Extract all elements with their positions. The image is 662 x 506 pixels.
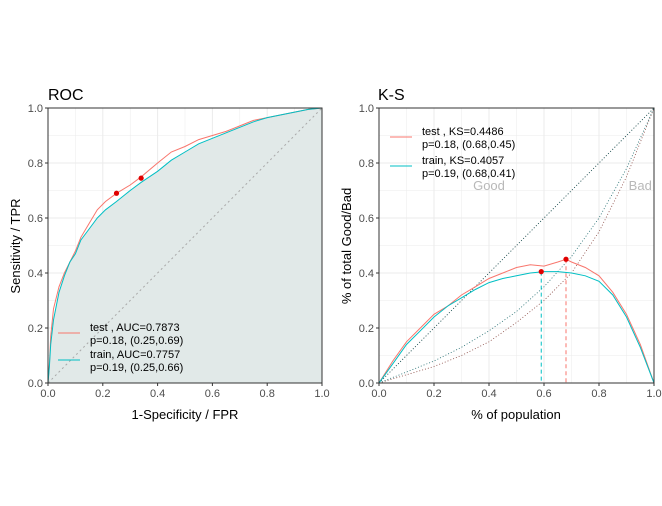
roc-legend: test , AUC=0.7873 p=0.18, (0.25,0.69) tr… bbox=[58, 322, 183, 374]
ks-legend-train-line2: p=0.19, (0.68,0.41) bbox=[422, 168, 515, 180]
ks-x-tick-label: 0.8 bbox=[591, 388, 606, 400]
roc-legend-test-line1: test , AUC=0.7873 bbox=[90, 322, 180, 334]
roc-cutoff-point-test bbox=[113, 190, 120, 196]
ks-title: K-S bbox=[378, 87, 405, 104]
roc-x-axis-label: 1-Specificity / FPR bbox=[132, 407, 239, 422]
ks-point-test bbox=[563, 256, 569, 262]
roc-line-test bbox=[47, 107, 323, 384]
roc-title: ROC bbox=[48, 87, 84, 104]
roc-cutoff-point-train bbox=[138, 175, 144, 181]
roc-line-train bbox=[47, 107, 323, 384]
ks-x-tick-label: 0.2 bbox=[426, 388, 441, 400]
ks-y-tick-label: 0.2 bbox=[359, 323, 374, 335]
roc-x-tick-label: 0.4 bbox=[150, 388, 165, 400]
roc-panel-border bbox=[47, 107, 323, 384]
ks-panel-border bbox=[378, 107, 655, 384]
roc-x-tick-label: 1.0 bbox=[314, 388, 329, 400]
roc-legend-train-line2: p=0.19, (0.25,0.66) bbox=[90, 362, 183, 374]
ks-legend-train-line1: train, KS=0.4057 bbox=[422, 155, 504, 167]
ks-annotation-good: Good bbox=[473, 178, 505, 193]
ks-x-ticks: 0.0 0.2 0.4 0.6 0.8 1.0 bbox=[371, 383, 662, 400]
roc-x-tick-label: 0.8 bbox=[260, 388, 275, 400]
roc-chart: ROC 0.0 0.2 0.4 0.6 0.8 1.0 0.0 0.2 0.4 0.6 0.8 1.… bbox=[8, 87, 330, 422]
ks-y-tick-label: 0.6 bbox=[359, 213, 374, 225]
roc-y-axis-label: Sensitivity / TPR bbox=[8, 198, 23, 293]
ks-x-tick-label: 0.6 bbox=[536, 388, 551, 400]
roc-x-tick-label: 0.6 bbox=[205, 388, 220, 400]
roc-x-tick-label: 0.0 bbox=[40, 388, 55, 400]
roc-y-tick-label: 0.4 bbox=[28, 268, 43, 280]
ks-x-tick-label: 0.4 bbox=[481, 388, 496, 400]
ks-legend-test-line2: p=0.18, (0.68,0.45) bbox=[422, 139, 515, 151]
roc-y-tick-label: 1.0 bbox=[28, 103, 43, 115]
ks-chart: K-S 0.0 0.2 0.4 0.6 0.8 1.0 0.0 0.2 0.4 0.6 0.8 1.… bbox=[339, 87, 662, 422]
ks-marks bbox=[378, 107, 655, 384]
ks-line-train bbox=[378, 271, 655, 384]
ks-y-axis-label: % of total Good/Bad bbox=[339, 188, 354, 304]
roc-x-ticks: 0.0 0.2 0.4 0.6 0.8 1.0 bbox=[40, 383, 330, 400]
roc-y-tick-label: 0.6 bbox=[28, 213, 43, 225]
roc-legend-test-line2: p=0.18, (0.25,0.69) bbox=[90, 335, 183, 347]
roc-y-ticks: 0.0 0.2 0.4 0.6 0.8 1.0 bbox=[28, 103, 48, 390]
ks-line-test bbox=[378, 258, 655, 384]
ks-point-train bbox=[538, 269, 544, 275]
roc-legend-train-line1: train, AUC=0.7757 bbox=[90, 349, 180, 361]
ks-y-tick-label: 0.4 bbox=[359, 268, 374, 280]
roc-marks bbox=[47, 107, 323, 384]
ks-y-tick-label: 0.0 bbox=[359, 378, 374, 390]
ks-y-tick-label: 0.8 bbox=[359, 158, 374, 170]
ks-y-ticks: 0.0 0.2 0.4 0.6 0.8 1.0 bbox=[359, 103, 379, 390]
roc-y-tick-label: 0.0 bbox=[28, 378, 43, 390]
ks-cum-good-train bbox=[378, 107, 655, 384]
ks-x-tick-label: 0.0 bbox=[371, 388, 386, 400]
ks-x-axis-label: % of population bbox=[471, 407, 561, 422]
ks-legend-test-line1: test , KS=0.4486 bbox=[422, 126, 504, 138]
ks-legend: test , KS=0.4486 p=0.18, (0.68,0.45) tra… bbox=[390, 126, 515, 180]
roc-x-tick-label: 0.2 bbox=[95, 388, 110, 400]
ks-x-tick-label: 1.0 bbox=[646, 388, 661, 400]
ks-y-tick-label: 1.0 bbox=[359, 103, 374, 115]
roc-y-tick-label: 0.2 bbox=[28, 323, 43, 335]
roc-y-tick-label: 0.8 bbox=[28, 158, 43, 170]
ks-annotation-bad: Bad bbox=[629, 178, 652, 193]
